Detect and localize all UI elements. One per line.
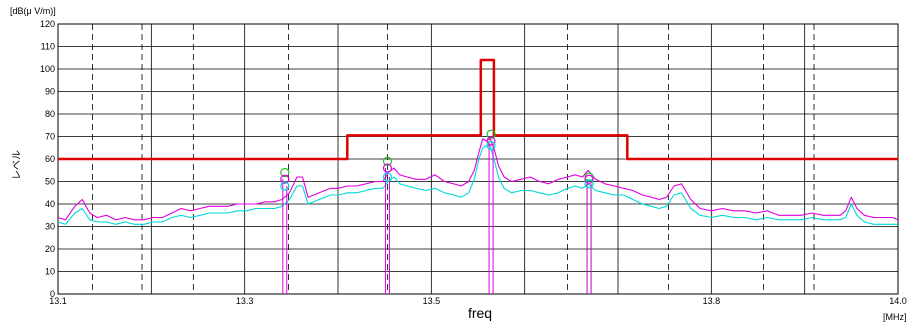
y-tick-label: 100 — [40, 64, 55, 74]
y-tick-label: 10 — [45, 267, 55, 277]
x-tick-label: 13.1 — [49, 296, 67, 306]
y-tick-label: 120 — [40, 19, 55, 29]
y-axis-title: レベル — [11, 150, 23, 180]
y-tick-label: 50 — [45, 177, 55, 187]
y-tick-label: 40 — [45, 199, 55, 209]
measured-trace-1 — [57, 138, 899, 221]
y-tick-label: 30 — [45, 222, 55, 232]
x-axis-ticks: 13.1 13.3 13.5 13.8 14.0 — [49, 296, 907, 306]
y-tick-label: 60 — [45, 154, 55, 164]
x-tick-label: 14.0 — [889, 296, 907, 306]
x-unit-label: [MHz] — [883, 312, 907, 322]
peak-marker-magenta — [382, 163, 393, 173]
y-tick-label: 80 — [45, 109, 55, 119]
peak-markers — [280, 129, 594, 294]
peak-marker-green — [280, 167, 290, 178]
y-tick-label: 70 — [45, 132, 55, 142]
peak-marker-cyan — [486, 140, 496, 151]
peak-marker-green — [486, 129, 496, 139]
series-layer — [57, 58, 899, 225]
x-tick-label: 13.8 — [703, 296, 721, 306]
measured-trace-2 — [57, 144, 898, 225]
peak-marker-magenta — [280, 174, 290, 184]
peak-marker-cyan — [584, 179, 594, 189]
y-tick-label: 20 — [45, 244, 55, 254]
y-axis-ticks: 0 10 20 30 40 50 60 70 80 90 100 110 120 — [40, 19, 55, 299]
limit-line — [58, 58, 898, 161]
peak-marker-magenta — [486, 136, 496, 146]
x-tick-label: 13.5 — [423, 296, 441, 306]
peak-marker-green — [382, 156, 393, 166]
peak-marker-cyan — [382, 172, 393, 182]
y-tick-label: 0 — [50, 289, 55, 299]
y-tick-label: 110 — [41, 42, 55, 52]
x-tick-label: 13.3 — [236, 296, 254, 306]
peak-marker-cyan — [280, 181, 290, 191]
x-axis-title: freq — [468, 305, 492, 321]
y-unit-label: [dB(μ V/m)] — [10, 6, 56, 16]
y-tick-label: 90 — [45, 87, 55, 97]
peak-marker-magenta — [584, 174, 594, 184]
